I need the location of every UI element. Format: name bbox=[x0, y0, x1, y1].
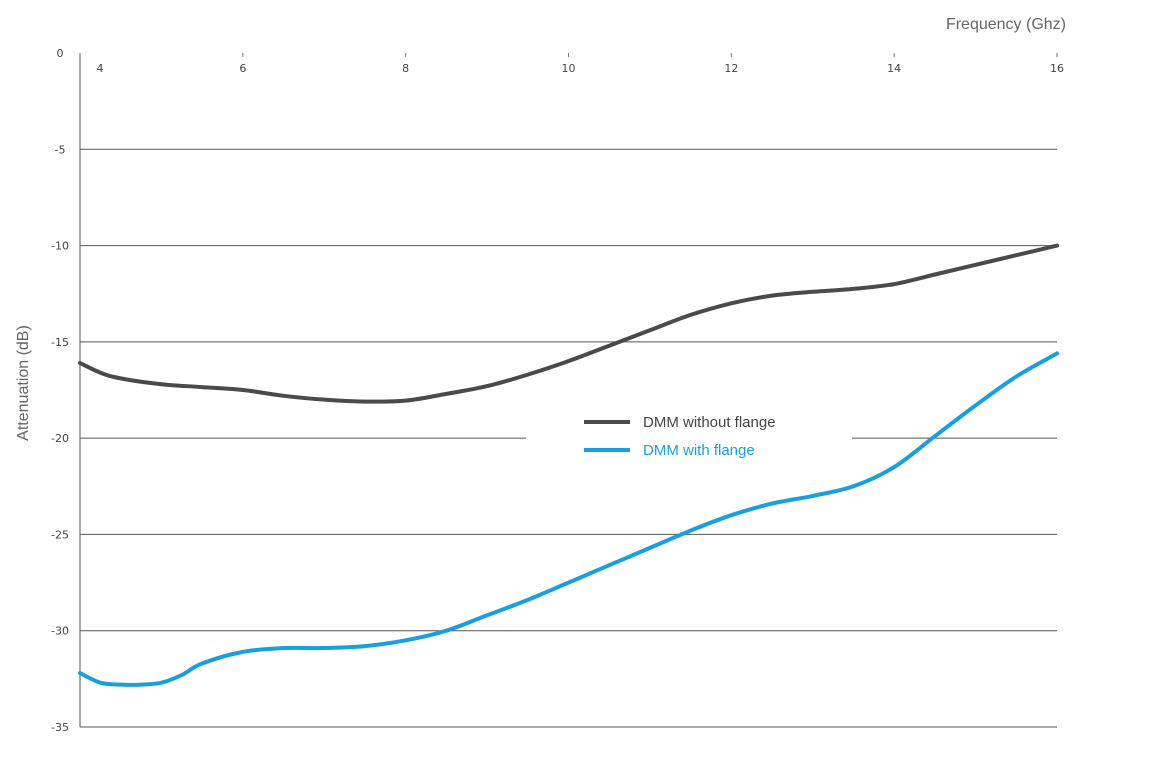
x-axis-title: Frequency (Ghz) bbox=[946, 16, 1066, 33]
series-line-2 bbox=[78, 351, 1059, 687]
y-tick-label: -15 bbox=[51, 336, 69, 349]
y-tick-label: -35 bbox=[51, 721, 69, 734]
y-tick-label: -25 bbox=[51, 528, 69, 541]
y-tick-label: 0 bbox=[57, 47, 64, 60]
x-tick-label: 10 bbox=[562, 62, 576, 75]
legend-label-1: DMM without flange bbox=[643, 414, 776, 431]
x-tick-labels: 4 6 8 10 12 14 16 bbox=[97, 62, 1065, 75]
x-tick-label: 16 bbox=[1050, 62, 1064, 75]
series-line-1 bbox=[78, 243, 1059, 404]
y-tick-labels: 0 -5 -10 -15 -20 -25 -30 -35 bbox=[51, 47, 69, 734]
legend: DMM without flange DMM with flange bbox=[584, 414, 776, 459]
y-tick-label: -10 bbox=[51, 240, 69, 253]
axes bbox=[79, 53, 1058, 727]
x-tick-label: 4 bbox=[97, 62, 104, 75]
y-tick-label: -20 bbox=[51, 432, 69, 445]
y-axis-title: Attenuation (dB) bbox=[15, 325, 32, 441]
legend-label-2: DMM with flange bbox=[643, 442, 755, 459]
x-tick-label: 14 bbox=[887, 62, 901, 75]
x-tick-label: 8 bbox=[402, 62, 409, 75]
x-tick-label: 6 bbox=[239, 62, 246, 75]
y-tick-label: -30 bbox=[51, 625, 69, 638]
y-tick-label: -5 bbox=[55, 143, 66, 156]
series-lines bbox=[78, 243, 1059, 687]
x-tick-label: 12 bbox=[724, 62, 738, 75]
gridlines bbox=[80, 148, 1057, 728]
